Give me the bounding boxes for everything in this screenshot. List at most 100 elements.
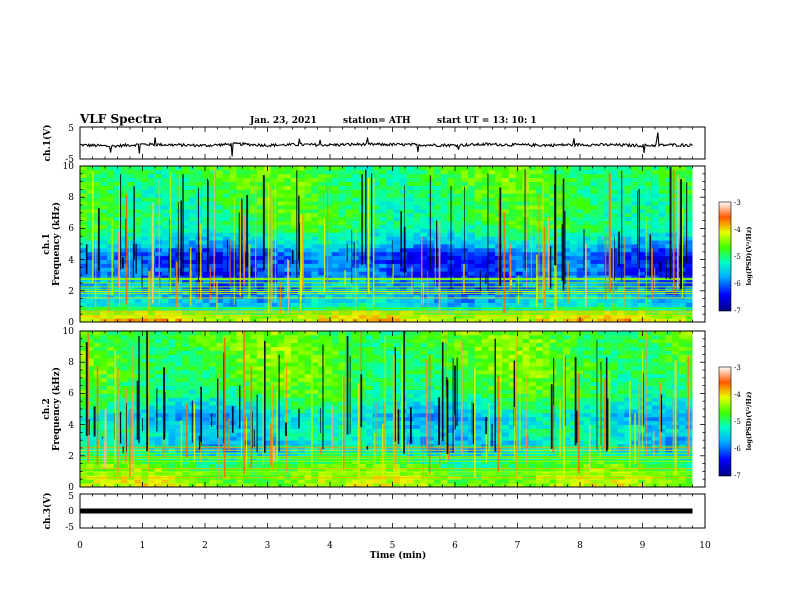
spectrogram-cell [665, 232, 673, 237]
spectrogram-cell [522, 208, 530, 214]
spectrogram-cell [386, 255, 394, 260]
spectrogram-cell [188, 290, 197, 296]
spectrogram-cell [175, 467, 183, 472]
ch1-frequency-ylabel: Frequency (kHz) [51, 202, 62, 286]
spectrogram-cell [433, 298, 442, 303]
spectrogram-cell [331, 166, 340, 171]
spectrogram-cell [590, 290, 598, 296]
spectrogram-cell [638, 193, 646, 198]
spectrogram-cell [120, 463, 129, 468]
spectrogram-cell [154, 483, 163, 487]
spectrogram-cell [617, 228, 625, 233]
spectrogram-cell [182, 279, 190, 284]
spectrogram-cell [685, 205, 694, 210]
spectrogram-cell [318, 173, 326, 179]
spectrogram-cell [86, 467, 95, 472]
spectrogram-cell [515, 459, 523, 464]
spectrogram-cell [195, 467, 204, 472]
spectrogram-cell [474, 286, 483, 292]
spectrogram-cell [570, 247, 578, 253]
spectrogram-cell [604, 294, 612, 299]
spectrogram-cell [413, 208, 421, 214]
spectrogram-cell [529, 240, 537, 245]
spectrogram-cell [488, 314, 496, 319]
spectrogram-cell [229, 467, 238, 472]
spectrogram-cell [495, 228, 503, 233]
spectrogram-cell [168, 463, 176, 468]
spectrogram-cell [461, 232, 469, 237]
spectrogram-cell [161, 193, 170, 198]
spectrogram-cell [570, 251, 578, 257]
spectrogram-cell [256, 220, 265, 225]
spectrogram-cell [583, 251, 591, 257]
spectrogram-cell [420, 259, 428, 264]
spectrogram-sferic [392, 264, 394, 285]
spectrogram-cell [318, 224, 326, 229]
spectrogram-cell [345, 193, 353, 198]
spectrogram-cell [597, 232, 605, 237]
spectrogram-cell [345, 240, 353, 245]
spectrogram-gap [296, 170, 298, 278]
spectrogram-cell [638, 314, 646, 319]
spectrogram-cell [406, 263, 415, 268]
spectrogram-cell [556, 201, 564, 206]
spectrogram-cell [222, 267, 231, 272]
spectrogram-cell [338, 208, 346, 214]
spectrogram-cell [202, 255, 210, 260]
spectrogram-cell [488, 193, 496, 198]
spectrogram-cell [393, 189, 401, 194]
spectrogram-cell [168, 189, 176, 194]
spectrogram-cell [80, 224, 88, 229]
spectrogram-cell [638, 212, 646, 218]
spectrogram-cell [325, 220, 333, 225]
spectrogram-cell [325, 236, 333, 241]
spectrogram-cell [501, 201, 510, 206]
spectrogram-cell [488, 479, 496, 484]
spectrogram-cell [536, 181, 544, 186]
spectrogram-cell [406, 212, 415, 218]
spectrogram-cell [270, 318, 278, 322]
spectrogram-cell [263, 220, 272, 225]
spectrogram-cell [481, 267, 489, 272]
spectrogram-cell [393, 314, 401, 319]
spectrogram-cell [597, 224, 605, 229]
spectrogram-cell [393, 267, 401, 272]
spectrogram-sferic [589, 279, 590, 288]
spectrogram-cell [345, 314, 353, 319]
spectrogram-cell [338, 467, 346, 472]
spectrogram-cell [495, 314, 503, 319]
spectrogram-cell [665, 189, 673, 194]
spectrogram-cell [311, 197, 319, 202]
spectrogram-cell [665, 290, 673, 296]
spectrogram-cell [114, 220, 122, 225]
spectrogram-cell [256, 236, 265, 241]
spectrogram-cell [617, 177, 625, 182]
spectrogram-cell [631, 271, 639, 276]
spectrogram-cell [86, 197, 95, 202]
spectrogram-cell [467, 240, 476, 245]
spectrogram-cell [386, 302, 394, 307]
spectrogram-cell [365, 318, 374, 322]
spectrogram-cell [399, 294, 408, 299]
spectrogram-cell [454, 298, 462, 303]
spectrogram-cell [161, 483, 170, 487]
spectrogram-cell [590, 240, 598, 245]
spectrogram-cell [277, 212, 285, 218]
spectrogram-cell [529, 201, 537, 206]
spectrogram-cell [413, 212, 421, 218]
spectrogram-cell [141, 197, 149, 202]
spectrogram-cell [284, 298, 292, 303]
spectrogram-cell [406, 283, 415, 288]
spectrogram-narrowband-line [80, 278, 693, 280]
spectrogram-cell [263, 298, 272, 303]
spectrogram-cell [583, 286, 591, 292]
spectrogram-cell [413, 205, 421, 210]
spectrogram-cell [372, 294, 380, 299]
spectrogram-cell [256, 459, 265, 464]
spectrogram-cell [229, 283, 238, 288]
spectrogram-cell [161, 228, 170, 233]
spectrogram-cell [352, 201, 360, 206]
spectrogram-cell [93, 244, 101, 249]
spectrogram-cell [86, 283, 95, 288]
ch1-spectrogram-panel: 10 8 6 4 2 0 ch.1 Frequency (kHz) [42, 162, 706, 328]
